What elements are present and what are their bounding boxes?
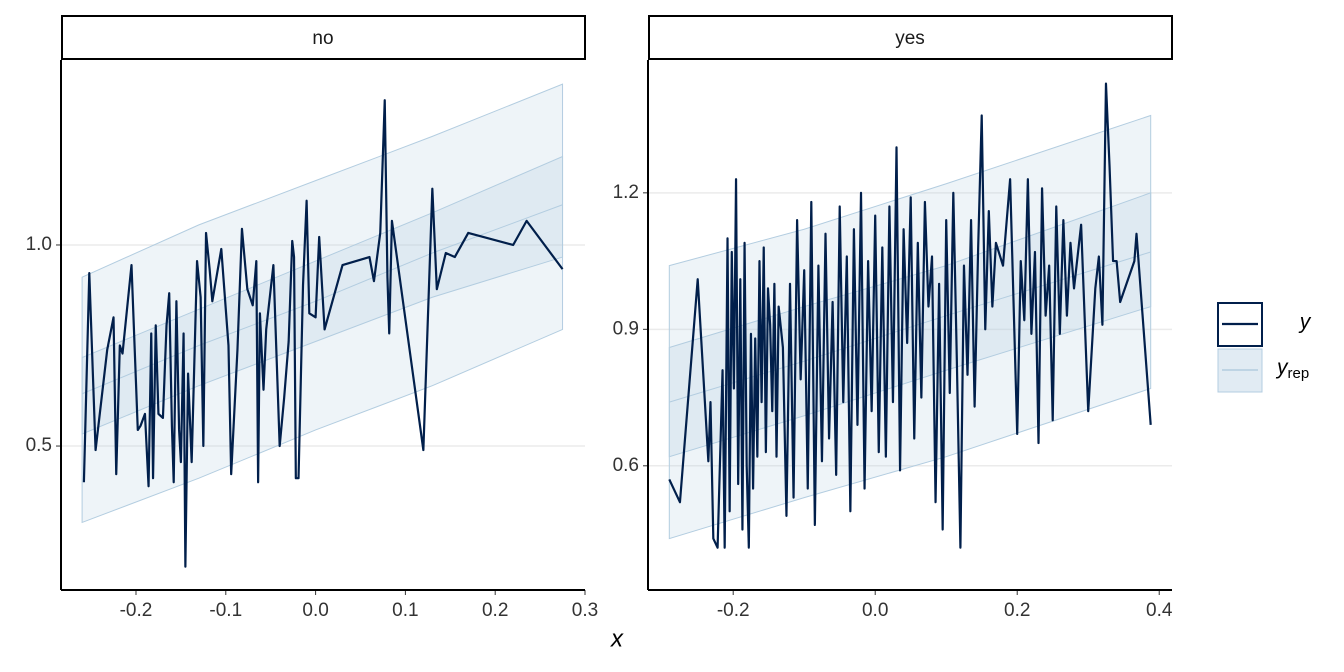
legend-label-sub: rep (1288, 365, 1310, 382)
x-tick-label: 0.0 (302, 600, 328, 621)
facet-strip (648, 15, 1173, 60)
facet-title: no (312, 28, 333, 49)
y-tick-label: 0.6 (613, 455, 639, 476)
y-tick-label: 0.9 (613, 318, 639, 339)
x-axis-label: x (610, 625, 624, 652)
x-tick-label: 0.1 (392, 600, 418, 621)
legend-label: yrep (1275, 356, 1309, 382)
x-tick-label: -0.1 (209, 600, 242, 621)
x-tick-label: 0.3 (572, 600, 598, 621)
y-tick-label: 0.5 (26, 435, 52, 456)
data-line (82, 99, 564, 568)
y-tick-label: 1.2 (613, 182, 639, 203)
x-tick-label: 0.2 (482, 600, 508, 621)
x-tick-label: -0.2 (120, 600, 153, 621)
facet-strip (61, 15, 586, 60)
x-tick-label: -0.2 (717, 600, 750, 621)
x-tick-label: 0.0 (862, 600, 888, 621)
legend-label-main: y (1275, 356, 1289, 379)
x-tick-label: 0.2 (1004, 600, 1030, 621)
legend-label: y (1298, 311, 1312, 334)
y-tick-label: 1.0 (26, 234, 52, 255)
data-line (668, 82, 1152, 549)
facet-title: yes (895, 28, 925, 49)
x-tick-label: 0.4 (1146, 600, 1173, 621)
